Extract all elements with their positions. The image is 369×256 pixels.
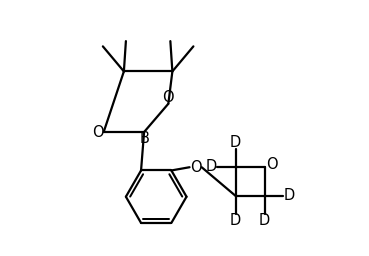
Text: O: O xyxy=(93,124,104,140)
Text: O: O xyxy=(266,157,277,172)
Text: D: D xyxy=(206,159,217,174)
Text: O: O xyxy=(190,160,201,175)
Text: O: O xyxy=(162,90,174,105)
Text: D: D xyxy=(230,213,241,228)
Text: D: D xyxy=(283,188,294,204)
Text: D: D xyxy=(259,213,270,228)
Text: B: B xyxy=(139,131,149,146)
Text: D: D xyxy=(230,135,241,150)
